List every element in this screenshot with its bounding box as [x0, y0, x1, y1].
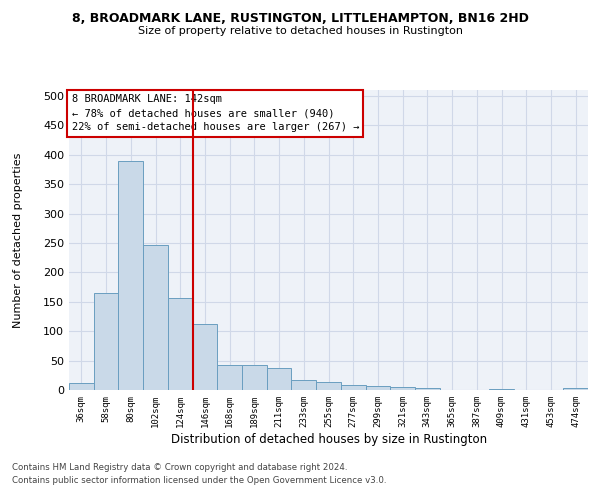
Bar	[168, 298, 193, 390]
Bar	[489, 389, 514, 390]
Text: Contains public sector information licensed under the Open Government Licence v3: Contains public sector information licen…	[12, 476, 386, 485]
Bar	[563, 388, 588, 390]
Bar	[415, 388, 440, 390]
Bar	[292, 380, 316, 390]
Bar	[143, 246, 168, 390]
Bar	[267, 368, 292, 390]
Text: 8, BROADMARK LANE, RUSTINGTON, LITTLEHAMPTON, BN16 2HD: 8, BROADMARK LANE, RUSTINGTON, LITTLEHAM…	[71, 12, 529, 26]
Bar	[341, 386, 365, 390]
Bar	[365, 386, 390, 390]
Bar	[118, 160, 143, 390]
Bar	[390, 387, 415, 390]
Text: Contains HM Land Registry data © Crown copyright and database right 2024.: Contains HM Land Registry data © Crown c…	[12, 464, 347, 472]
Bar	[94, 293, 118, 390]
Text: Number of detached properties: Number of detached properties	[13, 152, 23, 328]
Bar	[217, 364, 242, 390]
Text: 8 BROADMARK LANE: 142sqm
← 78% of detached houses are smaller (940)
22% of semi-: 8 BROADMARK LANE: 142sqm ← 78% of detach…	[71, 94, 359, 132]
Text: Distribution of detached houses by size in Rustington: Distribution of detached houses by size …	[171, 432, 487, 446]
Bar	[69, 383, 94, 390]
Bar	[316, 382, 341, 390]
Bar	[193, 324, 217, 390]
Text: Size of property relative to detached houses in Rustington: Size of property relative to detached ho…	[137, 26, 463, 36]
Bar	[242, 366, 267, 390]
